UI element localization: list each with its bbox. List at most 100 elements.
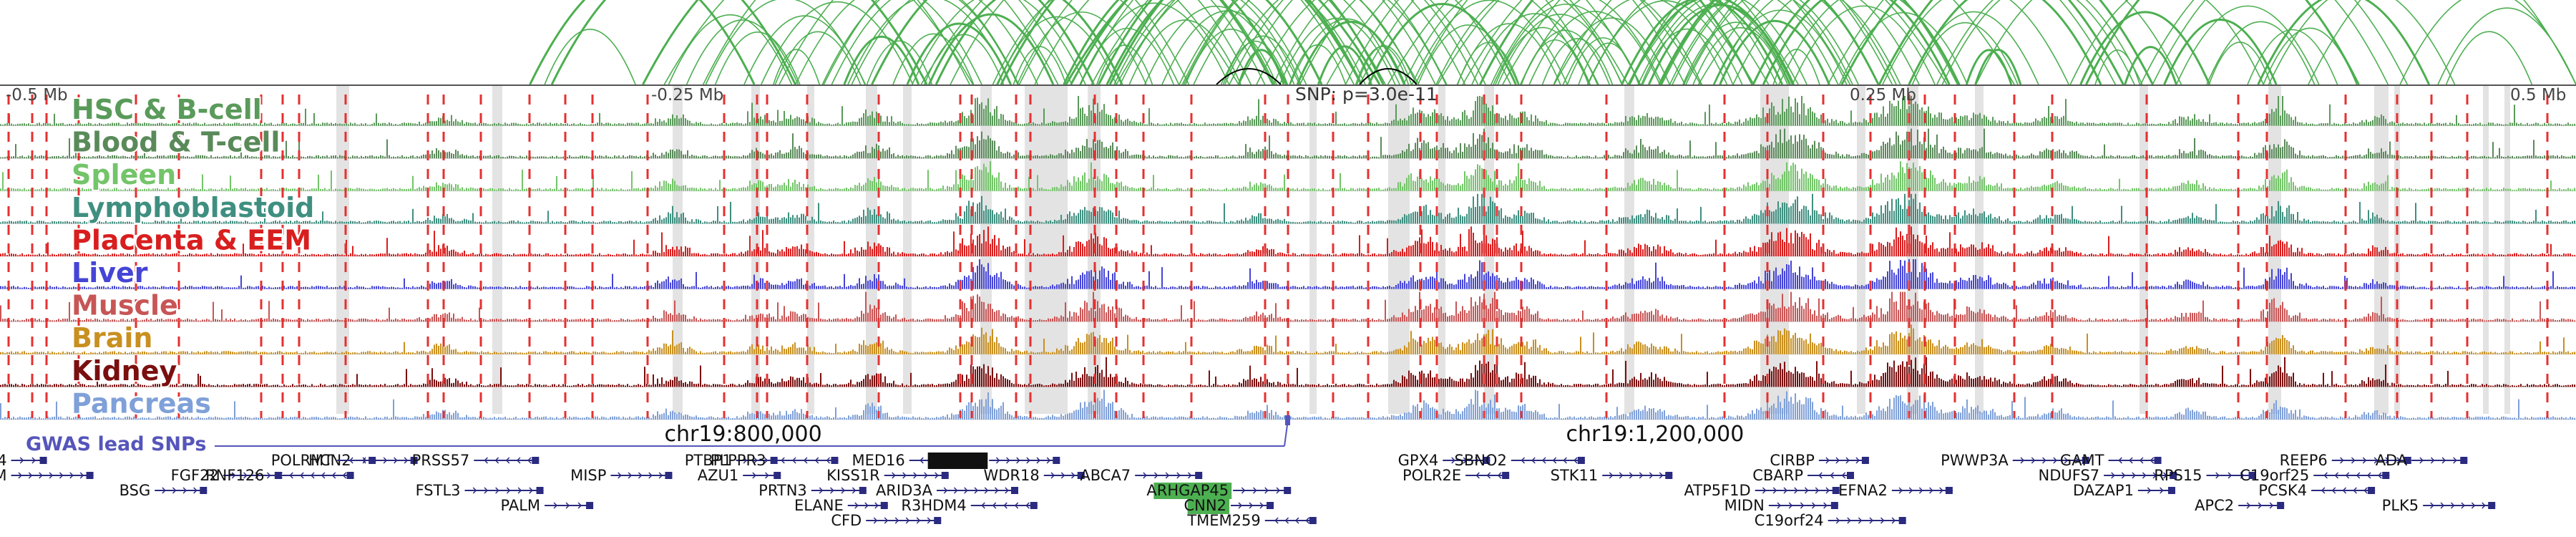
gene-exon — [2154, 457, 2162, 464]
gene-exon — [369, 457, 376, 464]
interaction-arc — [2308, 0, 2576, 84]
gene-misp[interactable]: MISP — [570, 467, 673, 484]
interaction-arc — [2163, 19, 2278, 84]
gene-ptbp1[interactable]: PTBP1 — [685, 452, 778, 469]
gene-c19orf24[interactable]: C19orf24 — [1755, 512, 1906, 529]
gene-grin3b[interactable]: GRIN3B — [927, 452, 1060, 469]
gene-strand-arrow — [1003, 502, 1008, 509]
gene-exon — [1861, 457, 1869, 464]
gene-gzmm[interactable]: GZMM — [0, 467, 94, 484]
gwas-track: GWAS lead SNPs — [26, 415, 1290, 455]
interaction-arc — [920, 0, 1239, 84]
gene-strand-arrow — [1619, 472, 1624, 479]
gene-polrmt[interactable]: POLRMT — [271, 452, 376, 469]
gene-fstl3[interactable]: FSTL3 — [416, 482, 544, 499]
interaction-arc — [1520, 0, 1702, 84]
gene-strand-arrow — [2053, 457, 2057, 464]
gene-strand-arrow — [1825, 487, 1830, 494]
gene-label: PALM — [501, 497, 541, 514]
interaction-arc — [1974, 49, 2022, 84]
gene-apc2[interactable]: APC2 — [2195, 497, 2285, 514]
gene-exon — [346, 472, 354, 479]
gene-palm[interactable]: PALM — [501, 497, 594, 514]
gene-gamt[interactable]: GAMT — [2060, 452, 2162, 469]
interaction-arc — [1065, 0, 1381, 84]
gene-prtn3[interactable]: PRTN3 — [758, 482, 867, 499]
gene-arid3a[interactable]: ARID3A — [876, 482, 1019, 499]
gene-4[interactable]: 4 — [0, 452, 47, 469]
gene-prss57[interactable]: PRSS57 — [412, 452, 540, 469]
gene-azu1[interactable]: AZU1 — [698, 467, 781, 484]
gene-strand-arrow — [2450, 502, 2455, 509]
gene-strand-arrow — [1777, 502, 1782, 509]
gene-kiss1r[interactable]: KISS1R — [826, 467, 949, 484]
gene-arhgap45[interactable]: ARHGAP45 — [1146, 482, 1292, 499]
gene-plk5[interactable]: PLK5 — [2382, 497, 2496, 514]
gene-sbno2[interactable]: SBNO2 — [1454, 452, 1585, 469]
gene-elane[interactable]: ELANE — [794, 497, 888, 514]
gene-strand-arrow — [2461, 502, 2465, 509]
gene-strand-arrow — [2150, 457, 2155, 464]
gene-cfd[interactable]: CFD — [831, 512, 942, 529]
gene-midn[interactable]: MIDN — [1724, 497, 1838, 514]
gene-strand-arrow — [864, 502, 869, 509]
gwas-snp-marker[interactable] — [1285, 415, 1290, 425]
gene-efna2[interactable]: EFNA2 — [1838, 482, 1953, 499]
gene-strand-arrow — [1847, 517, 1851, 524]
gene-strand-arrow — [1143, 472, 1147, 479]
gene-abca7[interactable]: ABCA7 — [1080, 467, 1203, 484]
gene-strand-arrow — [1014, 502, 1019, 509]
gene-strand-arrow — [1845, 457, 1850, 464]
gene-gpx4[interactable]: GPX4 — [1398, 452, 1491, 469]
gene-cbarp[interactable]: CBARP — [1752, 467, 1854, 484]
gene-c19orf25[interactable]: C19orf25 — [2240, 467, 2390, 484]
gene-reep6[interactable]: REEP6 — [2280, 452, 2411, 469]
gene-strand-arrow — [2240, 472, 2245, 479]
gene-dazap1[interactable]: DAZAP1 — [2073, 482, 2175, 499]
gene-strand-arrow — [1563, 457, 1567, 464]
gene-strand-arrow — [1165, 472, 1170, 479]
gene-rnf126[interactable]: RNF126 — [205, 467, 354, 484]
gene-bsg[interactable]: BSG — [119, 482, 208, 499]
gene-cirbp[interactable]: CIRBP — [1770, 452, 1869, 469]
gene-strand-arrow — [1305, 517, 1309, 524]
gene-strand-arrow — [2396, 457, 2401, 464]
interaction-arc — [1222, 41, 1289, 84]
track-label-liver: Liver — [72, 257, 148, 289]
gene-pcsk4[interactable]: PCSK4 — [2258, 482, 2376, 499]
gene-plppr3[interactable]: PLPPR3 — [711, 452, 839, 469]
gene-strand-arrow — [814, 457, 819, 464]
gene-r3hdm4[interactable]: R3HDM4 — [901, 497, 1038, 514]
gene-strand-arrow — [1818, 472, 1823, 479]
gene-ndufs7[interactable]: NDUFS7 — [2039, 467, 2177, 484]
gene-atp5f1d[interactable]: ATP5F1D — [1684, 482, 1840, 499]
gene-polr2e[interactable]: POLR2E — [1402, 467, 1510, 484]
interaction-arc — [642, 0, 928, 84]
interaction-arc — [743, 15, 866, 84]
gene-pwwp3a[interactable]: PWWP3A — [1941, 452, 2089, 469]
gwas-label: GWAS lead SNPs — [26, 433, 206, 455]
gene-wdr18[interactable]: WDR18 — [983, 467, 1085, 484]
gene-tmem259[interactable]: TMEM259 — [1186, 512, 1317, 529]
gene-strand-arrow — [577, 502, 582, 509]
gene-med16[interactable]: MED16 — [852, 452, 954, 469]
interaction-arc — [1116, 0, 1420, 84]
gene-fgf22[interactable]: FGF22 — [171, 467, 282, 484]
interaction-arc — [529, 0, 756, 84]
signal-muscle — [0, 291, 2576, 322]
gene-strand-arrow — [2373, 457, 2379, 464]
interaction-arc — [1411, 0, 1568, 84]
gene-label: REEP6 — [2280, 452, 2328, 469]
interaction-arc — [871, 0, 1095, 84]
gene-stk11[interactable]: STK11 — [1551, 467, 1673, 484]
gene-strand-arrow — [1880, 517, 1885, 524]
gene-strand-arrow — [69, 472, 74, 479]
gene-ada[interactable]: ADA — [2376, 452, 2468, 469]
interaction-arc — [831, 0, 1019, 84]
gene-strand-arrow — [763, 457, 769, 464]
gene-rps15[interactable]: RPS15 — [2154, 467, 2256, 484]
gene-label: GPX4 — [1398, 452, 1439, 469]
gene-cnn2[interactable]: CNN2 — [1184, 497, 1274, 514]
